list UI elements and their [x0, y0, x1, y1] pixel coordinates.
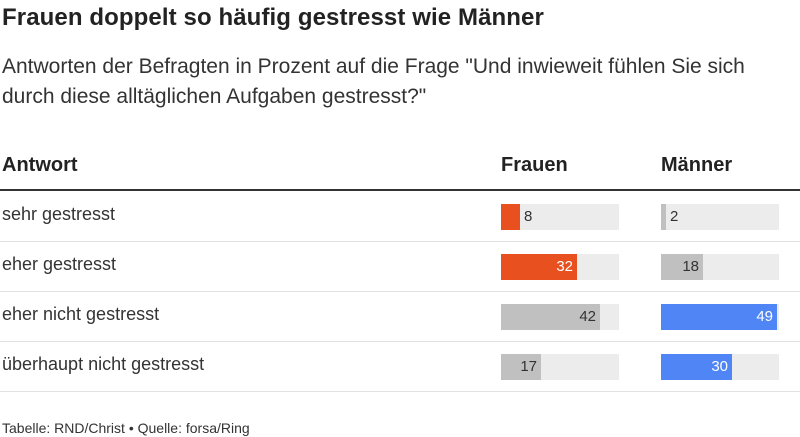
men-bar-track: 49 [661, 304, 779, 330]
women-value-label: 32 [556, 258, 573, 275]
men-value-label: 30 [711, 358, 728, 375]
women-bar-track: 42 [501, 304, 619, 330]
men-bar [661, 204, 666, 230]
men-bar-track: 30 [661, 354, 779, 380]
column-header-women: Frauen [501, 154, 568, 176]
women-bar [501, 304, 600, 330]
men-value-label: 2 [670, 208, 679, 225]
row-label: überhaupt nicht gestresst [2, 354, 205, 374]
column-header-answer: Antwort [2, 154, 78, 176]
men-bar-track: 18 [661, 254, 779, 280]
men-bar-track: 2 [661, 204, 779, 230]
table-row: eher gestresst 32 18 [0, 241, 800, 292]
women-bar-track: 17 [501, 354, 619, 380]
women-value-label: 42 [579, 308, 596, 325]
men-value-label: 18 [682, 258, 699, 275]
women-value-label: 8 [524, 208, 533, 225]
table-header: Antwort Frauen Männer [0, 150, 800, 190]
chart-subtitle: Antworten der Befragten in Prozent auf d… [2, 55, 745, 108]
women-bar [501, 354, 541, 380]
row-label: eher nicht gestresst [2, 304, 160, 324]
chart-title: Frauen doppelt so häufig gestresst wie M… [2, 4, 544, 31]
men-bar [661, 304, 777, 330]
men-bar [661, 254, 703, 280]
men-bar [661, 354, 732, 380]
men-value-label: 49 [756, 308, 773, 325]
row-label: sehr gestresst [2, 204, 116, 224]
row-label: eher gestresst [2, 254, 117, 274]
women-bar-track: 32 [501, 254, 619, 280]
table-row: eher nicht gestresst 42 49 [0, 291, 800, 342]
table-row: überhaupt nicht gestresst 17 30 [0, 341, 800, 392]
column-header-men: Männer [661, 154, 733, 176]
women-bar [501, 204, 520, 230]
table-row: sehr gestresst 8 2 [0, 191, 800, 242]
header-divider [0, 189, 800, 191]
women-bar-track: 8 [501, 204, 619, 230]
source-footer: Tabelle: RND/Christ • Quelle: forsa/Ring [2, 420, 250, 436]
women-value-label: 17 [520, 358, 537, 375]
women-bar [501, 254, 577, 280]
